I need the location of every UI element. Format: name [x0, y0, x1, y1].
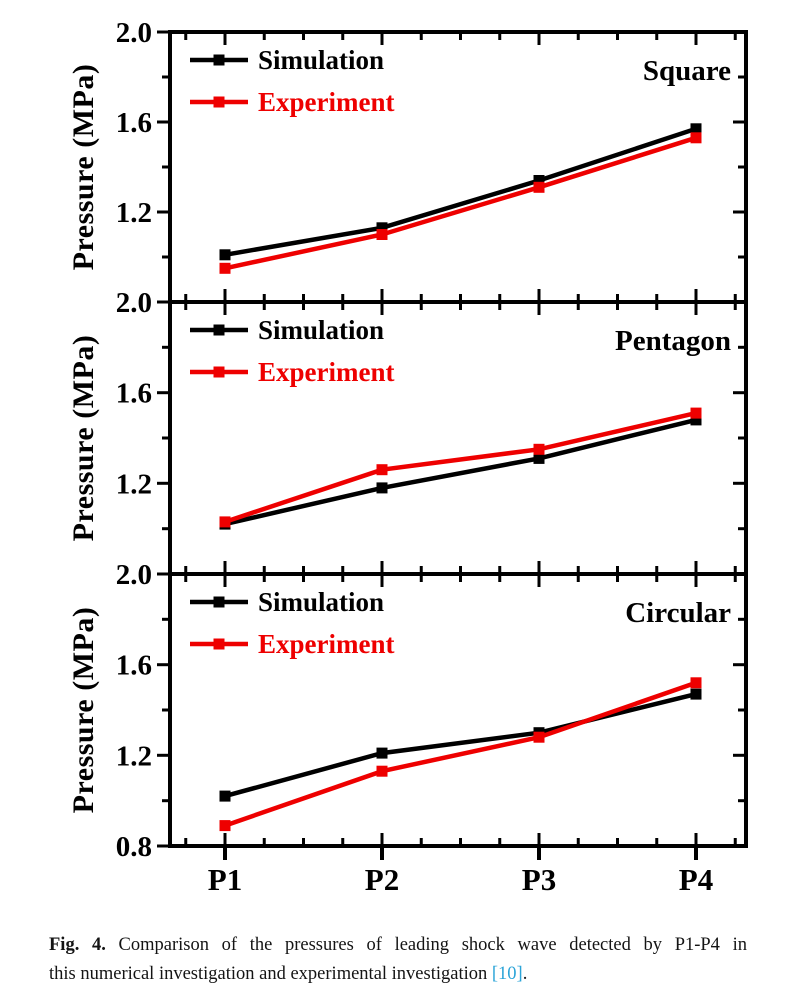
data-point-simulation-p2 [376, 222, 388, 234]
legend-marker-simulation [213, 54, 225, 66]
caption-text-2: this numerical investigation and experim… [49, 963, 492, 984]
data-point-simulation-p4 [690, 123, 702, 135]
pressure-comparison-svg: 2.0 1.6 1.2 Simulation Experiment Square Press… [67, 17, 748, 897]
data-point-experiment-p3 [533, 731, 545, 743]
data-point-experiment-p2 [376, 229, 388, 240]
chart-panel-circular: 2.0 1.6 1.2 0.8 Simulation Experiment Circular… [67, 559, 748, 863]
y-tick-label: 1.6 [116, 107, 152, 139]
data-point-simulation-p4 [690, 414, 702, 426]
legend-label-experiment: Experiment [258, 357, 394, 387]
legend-label-experiment: Experiment [258, 87, 394, 117]
y-axis-label-pentagon: Pressure (MPa) [67, 335, 100, 542]
panel-title-circular: Circular [625, 597, 731, 629]
caption-line-1: Fig. 4. Comparison of the pressures of l… [49, 931, 747, 960]
x-axis-label-p2: P2 [365, 862, 399, 897]
caption-label: Fig. 4. [49, 934, 106, 955]
caption-period: . [522, 963, 528, 984]
y-tick-label: 1.6 [116, 650, 152, 682]
legend-label-simulation: Simulation [258, 587, 384, 617]
series-line-simulation-pentagon [224, 417, 697, 527]
series-line-experiment-circular [224, 680, 697, 828]
y-axis-label-square: Pressure (MPa) [67, 64, 100, 271]
series-line-experiment-square [224, 135, 697, 271]
data-point-experiment-p3 [533, 181, 545, 193]
panel-title-square: Square [643, 55, 731, 87]
panel-title-pentagon: Pentagon [615, 325, 731, 357]
chart-panel-square: 2.0 1.6 1.2 Simulation Experiment Square Press… [67, 17, 748, 304]
chart-panel-pentagon: 2.0 1.6 1.2 Simulation Experiment Pentagon Pre… [67, 287, 748, 576]
legend-marker-simulation [213, 596, 225, 608]
citation-link[interactable]: [10] [491, 963, 523, 984]
legend-label-simulation: Simulation [258, 45, 384, 75]
y-tick-label: 2.0 [116, 559, 152, 591]
data-point-experiment-p4 [690, 677, 702, 689]
x-axis-label-p3: P3 [522, 862, 556, 897]
legend-label-simulation: Simulation [258, 315, 384, 345]
caption-line-2: this numerical investigation and experim… [49, 960, 747, 985]
y-tick-label: 1.6 [116, 378, 152, 410]
data-point-experiment-p2 [376, 765, 388, 777]
series-line-experiment-pentagon [224, 410, 697, 525]
data-point-simulation-p2 [376, 482, 388, 494]
data-point-simulation-p3 [533, 452, 545, 464]
data-point-experiment-p4 [690, 132, 702, 144]
pressure-charts: 2.0 1.6 1.2 Simulation Experiment Square Press… [67, 17, 748, 897]
y-tick-label: 2.0 [116, 17, 152, 49]
legend-marker-experiment [213, 96, 225, 108]
data-point-experiment-p2 [376, 464, 388, 476]
y-tick-label: 0.8 [116, 831, 152, 863]
data-point-simulation-p1 [219, 790, 231, 802]
legend-marker-experiment [213, 366, 225, 378]
series-line-simulation-circular [224, 691, 697, 799]
legend-label-experiment: Experiment [258, 629, 394, 659]
caption-text-1: Comparison of the pressures of leading s… [118, 934, 747, 955]
legend-marker-simulation [213, 324, 225, 336]
data-point-experiment-p4 [690, 407, 702, 419]
legend-marker-experiment [213, 638, 225, 650]
x-axis-label-p1: P1 [208, 862, 242, 897]
data-point-experiment-p1 [219, 516, 231, 528]
figure-caption: Fig. 4. Comparison of the pressures of l… [49, 931, 747, 985]
y-tick-label: 2.0 [116, 287, 152, 319]
y-tick-label: 1.2 [116, 740, 152, 772]
data-point-simulation-p3 [533, 175, 545, 186]
data-point-simulation-p1 [219, 249, 231, 261]
data-point-simulation-p2 [376, 747, 388, 759]
panel-border-circular [168, 572, 748, 848]
y-tick-label: 1.2 [116, 197, 152, 229]
series-line-simulation-square [224, 126, 697, 258]
data-point-experiment-p3 [533, 443, 545, 455]
x-axis-label-p4: P4 [679, 862, 713, 897]
data-point-simulation-p4 [690, 688, 702, 700]
y-tick-label: 1.2 [116, 468, 152, 500]
y-axis-label-circular: Pressure (MPa) [67, 607, 100, 814]
data-point-experiment-p1 [219, 820, 231, 832]
data-point-experiment-p1 [219, 262, 231, 274]
